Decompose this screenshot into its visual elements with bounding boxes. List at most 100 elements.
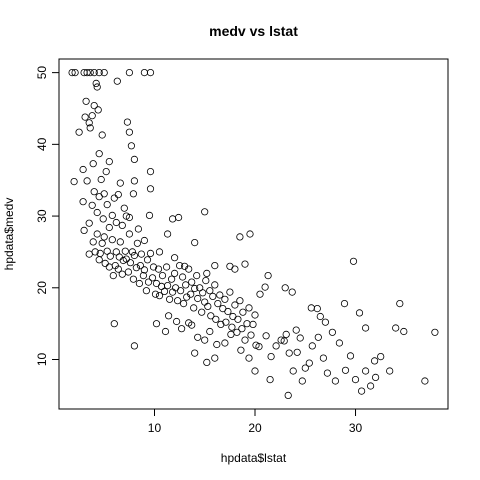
- data-point: [217, 320, 225, 328]
- data-point: [85, 119, 93, 127]
- data-point: [222, 318, 230, 326]
- data-point: [313, 304, 321, 313]
- data-point: [272, 342, 280, 350]
- data-point: [83, 177, 91, 185]
- data-point: [293, 348, 301, 356]
- data-point: [110, 194, 118, 202]
- data-point: [221, 295, 229, 303]
- data-point: [206, 327, 214, 336]
- y-axis-label: hpdata$medv: [2, 198, 16, 271]
- data-point: [237, 346, 245, 354]
- data-point: [174, 297, 182, 305]
- data-point: [100, 69, 108, 77]
- data-point: [146, 185, 155, 193]
- data-point: [247, 331, 255, 339]
- data-point: [211, 281, 219, 289]
- data-point: [85, 219, 93, 227]
- data-point: [166, 295, 174, 303]
- data-point: [341, 366, 350, 374]
- data-point: [151, 290, 160, 298]
- data-point: [114, 191, 122, 199]
- data-point: [201, 336, 209, 344]
- data-point: [81, 113, 89, 121]
- data-point: [86, 124, 94, 132]
- data-point: [109, 271, 117, 280]
- data-point: [148, 274, 157, 282]
- y-tick-label: 40: [35, 137, 49, 151]
- data-point: [105, 158, 113, 166]
- data-point: [245, 304, 253, 312]
- data-point: [199, 289, 207, 297]
- data-point: [132, 264, 140, 272]
- data-point: [173, 317, 181, 326]
- data-point: [95, 69, 103, 77]
- data-point: [171, 269, 179, 277]
- data-point: [212, 315, 220, 323]
- data-point: [370, 357, 379, 365]
- data-point: [125, 230, 133, 238]
- data-point: [71, 69, 79, 77]
- data-point: [421, 377, 429, 385]
- x-axis-label: hpdata$lstat: [221, 451, 287, 465]
- data-point: [277, 336, 285, 344]
- data-point: [144, 278, 153, 286]
- data-point: [169, 288, 177, 296]
- data-point: [231, 265, 239, 273]
- data-point: [190, 304, 198, 312]
- data-point: [89, 238, 97, 246]
- data-point: [301, 364, 309, 372]
- data-point: [361, 324, 370, 332]
- data-point: [228, 323, 236, 331]
- data-point: [331, 377, 339, 385]
- data-point: [216, 291, 224, 299]
- data-point: [214, 299, 222, 308]
- data-point: [116, 179, 124, 187]
- data-point: [89, 160, 97, 168]
- data-point: [165, 312, 173, 320]
- data-point: [178, 325, 186, 333]
- data-point: [70, 178, 78, 186]
- data-point: [100, 233, 108, 241]
- data-point: [140, 266, 148, 274]
- data-point: [169, 215, 177, 223]
- x-tick-label: 20: [248, 421, 262, 435]
- data-point: [234, 315, 242, 323]
- data-point: [305, 359, 313, 367]
- data-point: [140, 69, 148, 77]
- data-point: [171, 254, 179, 262]
- data-point: [163, 263, 171, 271]
- data-point: [224, 307, 232, 316]
- data-point: [155, 248, 164, 256]
- y-tick-label: 10: [35, 353, 49, 367]
- data-point: [94, 106, 102, 114]
- data-point: [321, 318, 329, 326]
- data-point: [187, 290, 195, 298]
- data-point: [118, 221, 126, 229]
- data-point: [351, 375, 360, 384]
- data-point: [262, 332, 270, 340]
- data-point: [142, 287, 150, 295]
- data-point: [221, 339, 229, 347]
- data-point: [298, 377, 306, 385]
- data-point: [236, 297, 244, 305]
- data-point: [115, 253, 123, 261]
- data-point: [281, 284, 289, 292]
- data-point: [256, 290, 264, 298]
- data-point: [90, 102, 98, 110]
- data-point: [140, 236, 148, 245]
- data-point: [110, 320, 118, 328]
- data-point: [121, 247, 129, 255]
- chart-title: medv vs lstat: [209, 23, 298, 39]
- data-point: [213, 340, 221, 349]
- data-point: [164, 281, 172, 290]
- data-point: [90, 188, 98, 196]
- data-point: [231, 301, 239, 309]
- data-point: [335, 339, 343, 347]
- data-point: [323, 369, 331, 377]
- data-point: [255, 342, 263, 351]
- data-point: [188, 321, 196, 329]
- data-point: [75, 128, 83, 136]
- data-point: [143, 256, 152, 264]
- data-point: [98, 131, 106, 139]
